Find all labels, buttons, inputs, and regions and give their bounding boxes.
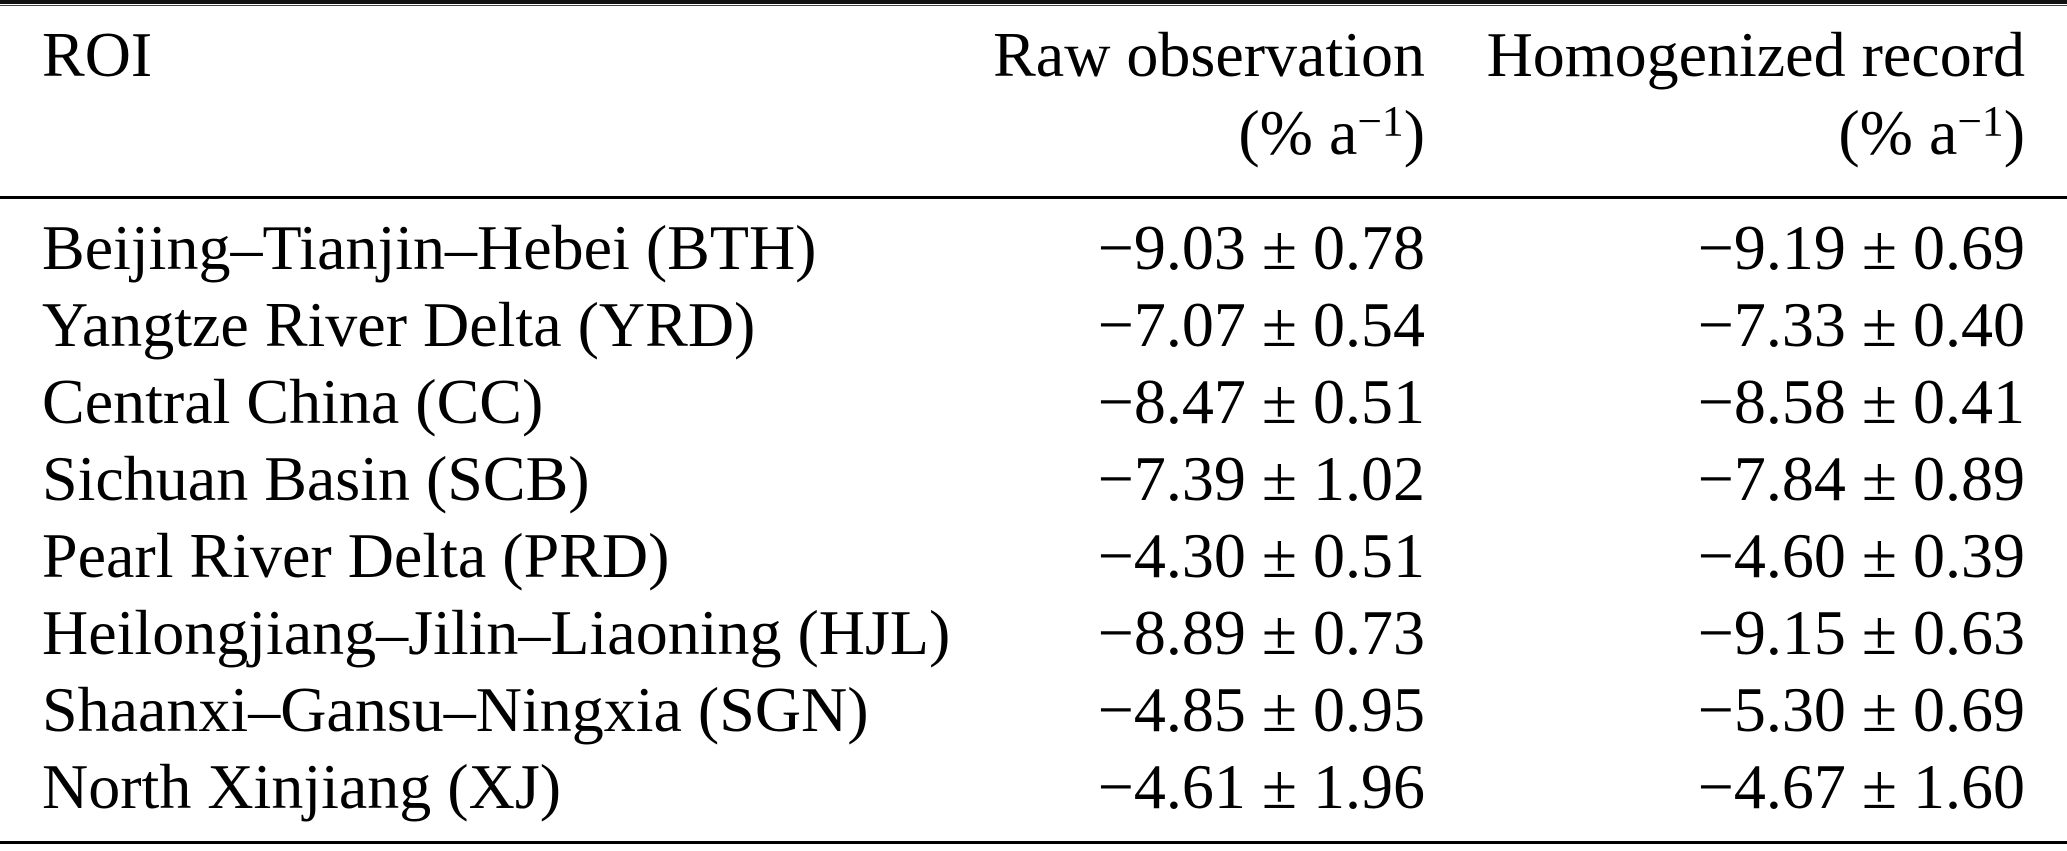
raw-observation-cell: −4.61 ± 1.96: [1097, 751, 1425, 822]
table-top-rule: [0, 0, 2067, 6]
unit-suffix: ): [1403, 97, 1425, 168]
table-row: Central China (CC) −8.47 ± 0.51 −8.58 ± …: [0, 363, 2067, 440]
raw-observation-cell: −9.03 ± 0.78: [1097, 212, 1425, 283]
roi-cell: Beijing–Tianjin–Hebei (BTH): [42, 212, 817, 283]
table-row: Beijing–Tianjin–Hebei (BTH) −9.03 ± 0.78…: [0, 198, 2067, 287]
table-row: Heilongjiang–Jilin–Liaoning (HJL) −8.89 …: [0, 594, 2067, 671]
column-header-raw-unit: (% a−1): [940, 94, 1425, 172]
unit-suffix: ): [2003, 97, 2025, 168]
raw-observation-cell: −7.07 ± 0.54: [1097, 289, 1425, 360]
homogenized-record-cell: −7.33 ± 0.40: [1697, 289, 2025, 360]
roi-cell: Heilongjiang–Jilin–Liaoning (HJL): [42, 597, 951, 668]
table-row: Sichuan Basin (SCB) −7.39 ± 1.02 −7.84 ±…: [0, 440, 2067, 517]
homogenized-record-cell: −8.58 ± 0.41: [1697, 366, 2025, 437]
unit-prefix: (% a: [1838, 97, 1958, 168]
column-header-roi: ROI: [0, 6, 940, 199]
homogenized-record-cell: −9.19 ± 0.69: [1697, 212, 2025, 283]
header-row: ROI Raw observation (% a−1) Homogenized …: [0, 6, 2067, 199]
roi-cell: North Xinjiang (XJ): [42, 751, 562, 822]
unit-exponent: −1: [1957, 97, 2004, 146]
column-header-raw-observation: Raw observation (% a−1): [940, 6, 1425, 199]
raw-observation-cell: −8.47 ± 0.51: [1097, 366, 1425, 437]
raw-observation-cell: −7.39 ± 1.02: [1097, 443, 1425, 514]
homogenized-record-cell: −4.60 ± 0.39: [1697, 520, 2025, 591]
table-header: ROI Raw observation (% a−1) Homogenized …: [0, 6, 2067, 199]
roi-cell: Central China (CC): [42, 366, 544, 437]
roi-cell: Shaanxi–Gansu–Ningxia (SGN): [42, 674, 869, 745]
column-header-homogenized-record: Homogenized record (% a−1): [1425, 6, 2067, 199]
raw-observation-cell: −4.30 ± 0.51: [1097, 520, 1425, 591]
roi-cell: Pearl River Delta (PRD): [42, 520, 670, 591]
table-body: Beijing–Tianjin–Hebei (BTH) −9.03 ± 0.78…: [0, 198, 2067, 843]
column-header-roi-label: ROI: [42, 19, 153, 90]
column-header-homogenized-label: Homogenized record: [1486, 19, 2025, 90]
table-row: Pearl River Delta (PRD) −4.30 ± 0.51 −4.…: [0, 517, 2067, 594]
raw-observation-cell: −8.89 ± 0.73: [1097, 597, 1425, 668]
table-row: Yangtze River Delta (YRD) −7.07 ± 0.54 −…: [0, 286, 2067, 363]
roi-cell: Sichuan Basin (SCB): [42, 443, 590, 514]
homogenized-record-cell: −9.15 ± 0.63: [1697, 597, 2025, 668]
unit-exponent: −1: [1357, 97, 1404, 146]
homogenized-record-cell: −5.30 ± 0.69: [1697, 674, 2025, 745]
raw-observation-cell: −4.85 ± 0.95: [1097, 674, 1425, 745]
unit-prefix: (% a: [1238, 97, 1358, 168]
results-table: ROI Raw observation (% a−1) Homogenized …: [0, 6, 2067, 844]
column-header-raw-label: Raw observation: [993, 19, 1425, 90]
table-row: North Xinjiang (XJ) −4.61 ± 1.96 −4.67 ±…: [0, 748, 2067, 843]
homogenized-record-cell: −7.84 ± 0.89: [1697, 443, 2025, 514]
homogenized-record-cell: −4.67 ± 1.60: [1697, 751, 2025, 822]
table-row: Shaanxi–Gansu–Ningxia (SGN) −4.85 ± 0.95…: [0, 671, 2067, 748]
roi-cell: Yangtze River Delta (YRD): [42, 289, 756, 360]
column-header-homogenized-unit: (% a−1): [1425, 94, 2025, 172]
